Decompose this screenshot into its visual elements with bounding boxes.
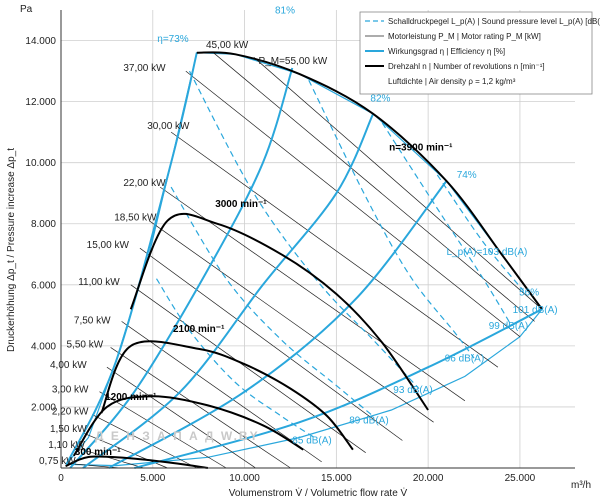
spl-line: [170, 186, 374, 417]
motor-rating-label: 4,00 kW: [50, 360, 87, 371]
motor-rating-line: [213, 52, 535, 322]
motor-rating-line: [77, 447, 144, 469]
motor-rating-label: 11,00 kW: [78, 277, 120, 288]
spl-line: [308, 79, 475, 359]
spl-label: 96 dB(A): [445, 354, 484, 365]
efficiency-line: [69, 67, 294, 469]
efficiency-line: [82, 113, 375, 469]
efficiency-line: [134, 308, 543, 469]
spl-label: L_p(A)=103 dB(A): [447, 247, 528, 258]
y-axis-unit: Pa: [20, 4, 33, 15]
rpm-curve: [100, 340, 354, 451]
motor-rating-lines: [66, 52, 543, 469]
x-tick-label: 0: [58, 473, 64, 484]
motor-rating-label: 22,00 kW: [123, 178, 166, 189]
legend-box: [359, 11, 593, 95]
motor-rating-line: [110, 347, 291, 469]
spl-label: 93 dB(A): [393, 385, 432, 396]
chart-labels: 0,75 kW 1,10 kW 1,50 kW 2,20 kW 3,00 kW 4,00 …: [39, 6, 558, 467]
sound-pressure-lines: [155, 70, 525, 439]
rpm-label: 3000 min⁻¹: [215, 199, 267, 210]
efficiency-label: 82%: [370, 94, 390, 105]
spl-line: [381, 122, 512, 325]
legend-entry: Drehzahl n | Number of revolutions n [mi…: [388, 62, 545, 71]
legend-entry: Motorleistung P_M | Motor rating P_M [kW…: [388, 32, 541, 41]
x-axis-ticks: 0 5.000 10.000 15.000 20.000 25.000: [58, 473, 535, 484]
x-tick-label: 5.000: [140, 473, 165, 484]
rpm-curve: [65, 455, 209, 469]
motor-rating-label: 30,00 kW: [147, 121, 190, 132]
motor-rating-label: 5,50 kW: [67, 339, 104, 350]
y-tick-label: 10.000: [25, 158, 56, 169]
rpm-curve: [72, 395, 304, 457]
legend-entry: Luftdichte | Air density ρ = 1,2 kg/m³: [388, 77, 516, 86]
x-tick-label: 10.000: [229, 473, 260, 484]
rpm-curve: [129, 212, 429, 411]
motor-rating-label: 1,10 kW: [48, 440, 85, 451]
rpm-label: 1200 min⁻¹: [105, 392, 157, 403]
motor-rating-line: [148, 220, 434, 423]
y-axis-ticks: 2.000 4.000 6.000 8.000 10.000 12.000 14.000: [25, 36, 56, 413]
efficiency-label: 56%: [519, 288, 539, 299]
motor-rating-line: [185, 70, 521, 337]
legend: Schalldruckpegel L_p(A) | Sound pressure…: [359, 11, 600, 95]
efficiency-lines: [65, 52, 543, 469]
motor-rating-line: [139, 247, 403, 441]
y-tick-label: 14.000: [25, 36, 56, 47]
y-tick-label: 8.000: [31, 219, 56, 230]
spl-line: [436, 174, 525, 292]
x-tick-label: 15.000: [321, 473, 352, 484]
rpm-label: 300 min⁻¹: [75, 447, 122, 458]
y-tick-label: 4.000: [31, 341, 56, 352]
watermark: Д Е Н З А П А Д W.BY: [95, 429, 260, 443]
efficiency-label: η=73%: [157, 34, 189, 45]
rpm-curves: [65, 51, 543, 469]
y-tick-label: 2.000: [31, 402, 56, 413]
y-tick-label: 6.000: [31, 280, 56, 291]
motor-rating-label: 1,50 kW: [50, 424, 87, 435]
motor-rating-label: 2,20 kW: [52, 407, 89, 418]
rpm-label: 2100 min⁻¹: [173, 324, 225, 335]
legend-entry: Wirkungsgrad η | Efficiency η [%]: [388, 47, 505, 56]
spl-label: 99 dB(A): [489, 321, 528, 332]
motor-rating-label: 15,00 kW: [87, 240, 130, 251]
motor-rating-label: 3,00 kW: [52, 384, 89, 395]
x-tick-label: 25.000: [505, 473, 536, 484]
efficiency-line: [108, 180, 448, 469]
x-axis-unit: m³/h: [571, 480, 591, 491]
rpm-label: n=3900 min⁻¹: [389, 143, 453, 154]
efficiency-line: [65, 52, 198, 465]
motor-rating-label: P_M=55,00 kW: [259, 56, 328, 67]
motor-rating-label: 37,00 kW: [123, 63, 166, 74]
spl-line: [155, 278, 315, 439]
efficiency-label: 74%: [457, 170, 477, 181]
motor-rating-label: 18,50 kW: [114, 213, 157, 224]
motor-rating-line: [121, 321, 322, 463]
motor-rating-label: 7,50 kW: [74, 315, 111, 326]
motor-rating-label: 0,75 kW: [39, 456, 76, 467]
plot-area: [65, 51, 543, 469]
spl-label: 101 dB(A): [513, 305, 558, 316]
motor-rating-label: 45,00 kW: [206, 40, 249, 51]
spl-label: 89 dB(A): [349, 416, 388, 427]
axes: [60, 10, 575, 469]
efficiency-label: 81%: [275, 6, 295, 17]
rpm-curve: [196, 51, 543, 310]
x-axis-title: Volumenstrom V̇ / Volumetric flow rate V…: [229, 486, 408, 499]
y-axis-title: Druckerhöhung Δp_t / Pressure increase Δ…: [6, 148, 17, 352]
motor-rating-line: [106, 366, 256, 469]
motor-rating-line: [99, 391, 227, 469]
motor-rating-line: [253, 57, 543, 310]
spl-line: [188, 70, 420, 390]
spl-label: 85 dB(A): [292, 435, 331, 446]
motor-rating-line: [170, 131, 499, 368]
motor-rating-line: [130, 284, 366, 453]
y-tick-label: 12.000: [25, 97, 56, 108]
legend-entry: Schalldruckpegel L_p(A) | Sound pressure…: [388, 17, 600, 26]
x-tick-label: 20.000: [413, 473, 444, 484]
